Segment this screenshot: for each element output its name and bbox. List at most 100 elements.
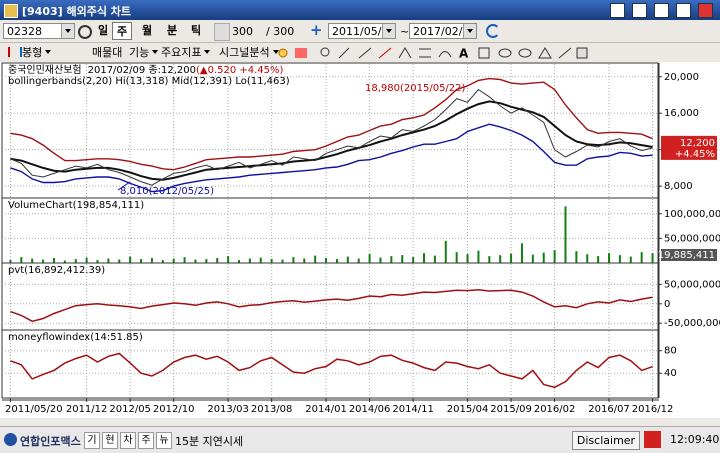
panel-frame xyxy=(1,329,659,399)
last-value: 12,200 xyxy=(680,138,715,149)
series-line xyxy=(10,289,653,323)
y-tick-label: 50,000,000 xyxy=(664,233,720,244)
logo-icon xyxy=(4,433,17,446)
x-tick-label: 2015/04 xyxy=(447,404,489,415)
x-tick-label: 2013/03 xyxy=(207,404,249,415)
volume-bar xyxy=(161,260,164,263)
volume-bar xyxy=(281,259,284,263)
volume-bar xyxy=(259,257,262,263)
volume-bar xyxy=(31,258,34,263)
legend: VolumeChart(198,854,111) xyxy=(8,200,144,211)
volume-bar xyxy=(520,243,523,263)
period-button[interactable]: 주 xyxy=(112,22,132,40)
last-change: +4.45% xyxy=(675,149,715,160)
count[interactable]: 300 xyxy=(232,25,253,38)
code-input[interactable]: 02328 xyxy=(3,23,75,39)
volume-bar xyxy=(194,259,197,263)
disclaimer-button[interactable]: Disclaimer xyxy=(572,431,640,450)
dropdown[interactable] xyxy=(463,24,476,38)
x-tick-label: 2014/11 xyxy=(392,404,434,415)
start-date[interactable]: 2011/05/20 xyxy=(328,23,396,39)
window-title: [9403] 해외주식 차트 xyxy=(22,5,132,18)
add-icon[interactable]: + xyxy=(310,21,323,39)
y-tick-label: -50,000,000 xyxy=(664,318,720,329)
menu[interactable]: 매물대 xyxy=(92,46,123,59)
pin-button[interactable] xyxy=(610,3,625,18)
volume-bar xyxy=(63,260,66,263)
menu[interactable]: 봉형 xyxy=(22,45,51,61)
search-icon[interactable] xyxy=(78,25,92,39)
legend-sub: bollingerbands(2,20) Hi(13,318) Mid(12,3… xyxy=(8,76,290,87)
restore-button[interactable] xyxy=(654,3,669,18)
volume-bar xyxy=(107,258,110,263)
volume-bar xyxy=(608,253,611,263)
volume-bar xyxy=(444,240,447,263)
volume-bar xyxy=(575,251,578,263)
end-date[interactable]: 2017/02/09 xyxy=(409,23,477,39)
drawing-tools[interactable]: A xyxy=(275,44,595,62)
legend: moneyflowindex(14:51.85) xyxy=(8,332,143,343)
volume-bar xyxy=(335,259,338,263)
period-button[interactable]: 분 xyxy=(166,24,178,37)
volume-bar xyxy=(466,254,469,263)
x-tick-label: 2011/05/20 xyxy=(5,404,63,415)
volume-bar xyxy=(314,255,317,263)
maximize-button[interactable] xyxy=(676,3,691,18)
code-text: 02328 xyxy=(7,25,42,38)
period-button[interactable]: 일 xyxy=(97,24,109,37)
volume-bar xyxy=(96,260,99,263)
status-button[interactable]: 기 xyxy=(84,432,100,449)
volume-bar xyxy=(510,253,513,263)
menu[interactable]: 주요지표 xyxy=(161,45,210,61)
x-tick-label: 2015/09 xyxy=(490,404,532,415)
series-line xyxy=(10,352,653,389)
volume-bar xyxy=(248,258,251,263)
last-value: 19,885,411 xyxy=(658,250,715,261)
period-button[interactable]: 틱 xyxy=(190,24,202,37)
volume-bar xyxy=(597,256,600,263)
logo: 연합인포맥스 xyxy=(20,435,81,448)
delay-note: 15분 지연시세 xyxy=(175,435,244,448)
status-button[interactable]: 차 xyxy=(120,432,136,449)
menu[interactable]: 시그널분석 xyxy=(219,45,279,61)
volume-bar xyxy=(368,254,371,263)
x-tick-label: 2016/02 xyxy=(534,404,576,415)
refresh-icon[interactable] xyxy=(486,24,500,38)
x-tick-label: 2011/12 xyxy=(66,404,108,415)
legend: 중국인민재산보험 2017/02/09 종:12,200(▲0.520 +4.45… xyxy=(8,64,284,76)
status-button[interactable]: 뉴 xyxy=(156,432,172,449)
volume-bar xyxy=(564,206,567,263)
volume-bar xyxy=(183,257,186,263)
minimize-button[interactable] xyxy=(632,3,647,18)
y-tick-label: 100,000,000 xyxy=(664,209,720,220)
volume-bar xyxy=(20,257,23,263)
menu[interactable]: 기능 xyxy=(129,45,158,61)
series-line xyxy=(10,123,653,193)
volume-bar xyxy=(292,257,295,263)
series-line xyxy=(10,77,653,171)
series-line xyxy=(10,100,653,181)
volume-bar xyxy=(216,258,219,263)
status-button[interactable]: 주 xyxy=(138,432,154,449)
spin[interactable] xyxy=(214,23,230,41)
y-tick-label: 20,000 xyxy=(664,72,699,83)
status-button[interactable]: 현 xyxy=(102,432,118,449)
x-tick-label: 2014/06 xyxy=(349,404,391,415)
y-tick-label: 40 xyxy=(664,368,677,379)
x-tick-label: 2013/08 xyxy=(251,404,293,415)
date-sep: ~ xyxy=(400,25,410,38)
volume-bar xyxy=(237,260,240,263)
volume-bar xyxy=(455,252,458,263)
volume-bar xyxy=(401,255,404,263)
separator xyxy=(0,42,720,43)
volume-bar xyxy=(629,256,632,263)
dropdown[interactable] xyxy=(382,24,395,38)
legend-quote: 2017/02/09 종:12,200 xyxy=(88,64,196,76)
volume-bar xyxy=(346,256,349,263)
legend-title: pvt(16,892,412.39) xyxy=(8,265,105,276)
period-button[interactable]: 월 xyxy=(141,24,153,37)
dropdown[interactable] xyxy=(61,24,74,38)
y-tick-label: 0 xyxy=(664,299,670,310)
volume-bar xyxy=(423,253,426,263)
close-button[interactable] xyxy=(698,3,713,18)
